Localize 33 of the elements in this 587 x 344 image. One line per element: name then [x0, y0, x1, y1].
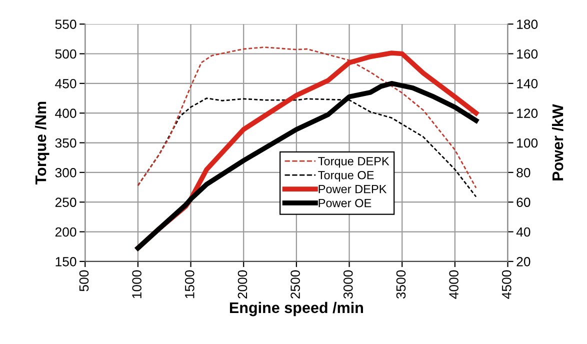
y2-tick-label: 120: [517, 108, 538, 118]
x-tick-label: 4500: [502, 270, 512, 299]
y-tick-label: 550: [55, 20, 76, 29]
legend-label: Torque OE: [318, 170, 374, 182]
y2-tick-label: 20: [516, 257, 530, 266]
x-axis-title: Engine speed /min: [230, 302, 363, 316]
y-tick-label: 200: [55, 227, 76, 237]
legend-label: Power OE: [318, 198, 372, 208]
x-tick-label: 1000: [132, 270, 142, 298]
y-axis-title: Torque /Nm: [34, 102, 50, 184]
y2-tick-label: 180: [517, 20, 538, 29]
y2-tick-label: 40: [516, 227, 530, 237]
x-tick-label: 1500: [184, 270, 194, 298]
x-tick-label: 2000: [238, 270, 248, 298]
y-tick-label: 500: [55, 49, 76, 59]
y-tick-label: 350: [55, 138, 76, 148]
y2-axis-title: Power /kW: [552, 104, 564, 180]
legend-label: Power DEPK: [318, 185, 387, 194]
y-tick-label: 150: [56, 257, 76, 266]
x-tick-label: 3000: [343, 270, 353, 299]
x-tick-label: 2500: [290, 270, 300, 298]
y-tick-label: 250: [55, 198, 76, 208]
y2-tick-label: 140: [517, 78, 538, 88]
y-tick-label: 300: [55, 168, 76, 178]
y2-tick-label: 160: [517, 49, 538, 59]
y2-tick-label: 80: [516, 168, 530, 178]
y2-tick-label: 60: [516, 198, 530, 208]
y-tick-label: 450: [55, 78, 76, 88]
x-tick-label: 4000: [449, 270, 458, 299]
y-tick-label: 400: [55, 108, 76, 118]
legend-label: Torque DEPK: [318, 157, 390, 168]
y2-tick-label: 100: [517, 138, 538, 148]
x-tick-label: 3500: [396, 270, 406, 299]
